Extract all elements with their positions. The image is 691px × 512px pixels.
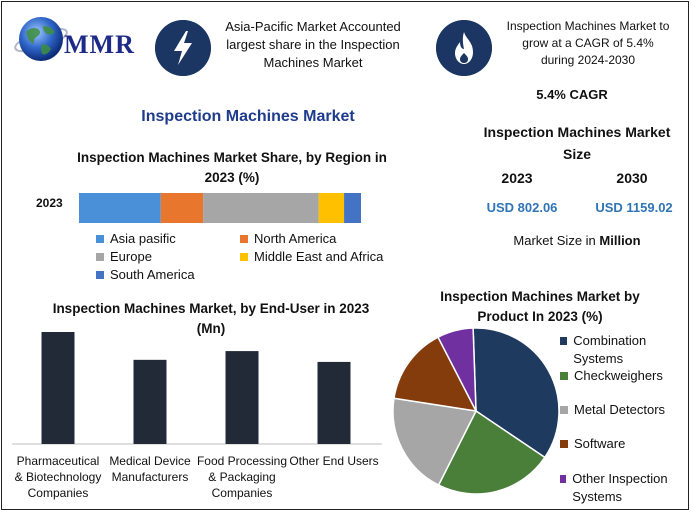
product-legend-swatch <box>560 337 568 345</box>
product-legend-swatch <box>560 440 568 448</box>
region-legend-swatch <box>96 252 104 261</box>
product-pie-chart <box>392 327 560 495</box>
region-chart-category: 2023 <box>36 196 63 210</box>
region-legend-item-middle-east-and-africa: Middle East and Africa <box>240 249 383 264</box>
cagr-label: 5.4% CAGR <box>536 87 608 102</box>
enduser-x-label-pharmaceutical-biotechnology-companies: Pharmaceutical & Biotechnology Companies <box>15 454 102 500</box>
region-bar-segment-south-america <box>344 193 361 223</box>
product-legend-item-software: Software <box>560 435 688 453</box>
enduser-bar-chart: Pharmaceutical & Biotechnology CompaniesMe… <box>12 332 382 500</box>
region-stacked-bar-chart <box>79 193 361 223</box>
product-legend-label: Metal Detectors <box>574 402 666 417</box>
logo-text: MMR <box>64 30 135 59</box>
market-size-value-2030: USD 1159.02 <box>595 200 673 215</box>
enduser-x-label-food-processing-packaging-companies: Food Processing & Packaging Companies <box>197 454 287 500</box>
region-legend-swatch <box>240 234 248 243</box>
region-legend-item-north-america: North America <box>240 231 336 246</box>
region-bar-segment-asia-pasific <box>79 193 161 223</box>
region-legend-label: North America <box>254 231 337 246</box>
product-chart-title: Inspection Machines Market by Product In… <box>440 289 640 324</box>
enduser-x-label-other-end-users: Other End Users <box>289 454 378 468</box>
region-bar-segment-north-america <box>160 193 204 223</box>
region-legend-item-asia-pasific: Asia pasific <box>96 231 176 246</box>
product-legend-item-combination-systems: Combination Systems <box>560 332 688 368</box>
region-chart-title: Inspection Machines Market Share, by Reg… <box>77 150 387 185</box>
enduser-bar-pharmaceutical-biotechnology-companies <box>41 332 75 444</box>
product-legend-label: Software <box>574 436 626 451</box>
product-legend-label: Other Inspection Systems <box>572 471 668 504</box>
product-legend-item-metal-detectors: Metal Detectors <box>560 401 688 419</box>
enduser-x-label-medical-device-manufacturers: Medical Device Manufacturers <box>109 454 191 484</box>
enduser-bar-food-processing-packaging-companies <box>225 351 259 444</box>
region-legend-item-europe: Europe <box>96 249 152 264</box>
product-legend-label: Combination Systems <box>573 333 647 366</box>
product-pie-slice-other-inspection-systems <box>437 327 477 412</box>
enduser-bar-medical-device-manufacturers <box>133 359 167 444</box>
region-legend-swatch <box>96 270 104 279</box>
product-pie-slice-combination-systems <box>472 327 560 459</box>
region-legend-item-south-america: South America <box>96 267 195 282</box>
product-legend-swatch <box>560 406 568 414</box>
market-size-title: Inspection Machines Market Size <box>483 124 671 162</box>
mmr-logo <box>14 17 68 61</box>
region-legend-label: Middle East and Africa <box>254 249 384 264</box>
lightning-icon <box>155 20 211 76</box>
region-legend-label: South America <box>110 267 195 282</box>
region-legend-swatch <box>96 234 104 243</box>
product-legend-item-other-inspection-systems: Other Inspection Systems <box>560 470 688 506</box>
market-size-note-unit: Million <box>599 233 641 248</box>
product-legend-swatch <box>560 475 567 483</box>
product-legend-item-checkweighers: Checkweighers <box>560 367 688 385</box>
main-title: Inspection Machines Market <box>141 108 355 125</box>
market-size-year-2023: 2023 <box>501 170 533 186</box>
product-pie-slice-checkweighers <box>437 409 546 495</box>
product-pie-slice-software <box>393 336 478 412</box>
region-bar-segment-middle-east-and-africa <box>318 193 345 223</box>
enduser-chart-title: Inspection Machines Market, by End-User … <box>52 301 370 336</box>
flame-icon <box>436 20 492 76</box>
header-right-text: Inspection Machines Market to grow at a … <box>506 19 670 67</box>
header-left-text: Asia-Pacific Market Accounted largest sh… <box>225 19 401 70</box>
region-legend-label: Asia pasific <box>110 231 176 246</box>
market-size-value-2023: USD 802.06 <box>486 200 558 215</box>
market-size-note: Market Size in Million <box>472 233 682 248</box>
region-legend-swatch <box>240 252 248 261</box>
region-legend-label: Europe <box>110 249 152 264</box>
product-legend-swatch <box>560 372 568 380</box>
product-legend-label: Checkweighers <box>574 368 663 383</box>
region-bar-segment-europe <box>203 193 319 223</box>
market-size-year-2030: 2030 <box>616 170 648 186</box>
market-size-note-prefix: Market Size in <box>513 233 600 248</box>
product-pie-slice-metal-detectors <box>392 397 478 487</box>
enduser-bar-other-end-users <box>317 361 351 444</box>
